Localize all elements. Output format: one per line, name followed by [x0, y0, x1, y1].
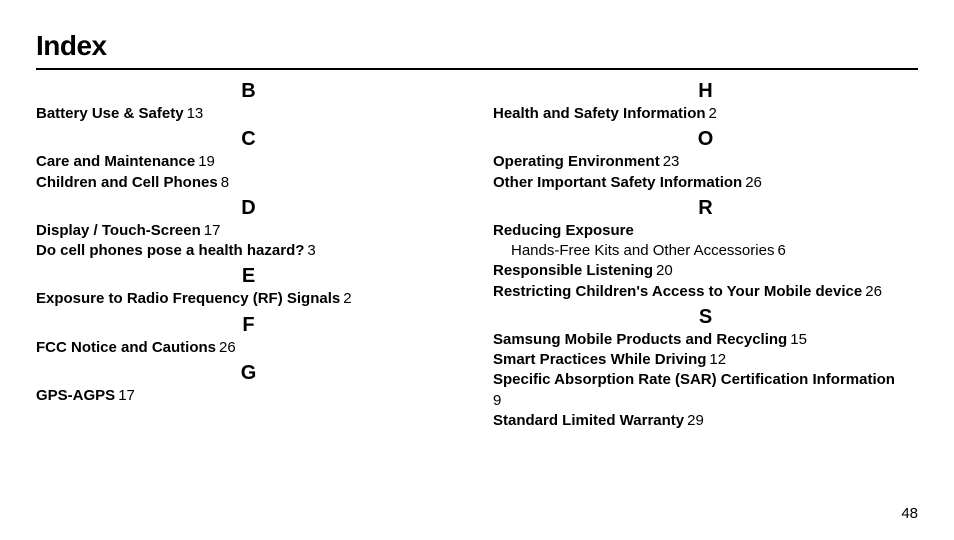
index-entry: Smart Practices While Driving12 — [493, 350, 918, 370]
entry-term: Health and Safety Information — [493, 105, 706, 122]
entry-page: 26 — [865, 283, 882, 300]
section-letter-o: O — [493, 126, 918, 152]
index-entry-head: Reducing Exposure — [493, 221, 918, 241]
index-entry: Exposure to Radio Frequency (RF) Signals… — [36, 289, 461, 309]
index-entry: Operating Environment23 — [493, 152, 918, 172]
index-entry: Display / Touch-Screen17 — [36, 221, 461, 241]
index-columns: B Battery Use & Safety13 C Care and Main… — [36, 76, 918, 431]
sub-entry-term: Hands-Free Kits and Other Accessories — [511, 242, 774, 259]
entry-term: Smart Practices While Driving — [493, 351, 706, 368]
right-column: H Health and Safety Information2 O Opera… — [493, 76, 918, 431]
entry-page: 8 — [221, 174, 229, 191]
index-entry: Children and Cell Phones8 — [36, 173, 461, 193]
section-letter-c: C — [36, 126, 461, 152]
entry-term: Children and Cell Phones — [36, 174, 218, 191]
index-entry: Battery Use & Safety13 — [36, 104, 461, 124]
index-entry: Responsible Listening20 — [493, 261, 918, 281]
index-entry: Samsung Mobile Products and Recycling15 — [493, 330, 918, 350]
entry-term: GPS-AGPS — [36, 387, 115, 404]
section-letter-g: G — [36, 360, 461, 386]
section-letter-r: R — [493, 195, 918, 221]
entry-term: Battery Use & Safety — [36, 105, 184, 122]
index-entry: Other Important Safety Information26 — [493, 173, 918, 193]
section-letter-b: B — [36, 78, 461, 104]
entry-page: 2 — [343, 290, 351, 307]
index-entry: Health and Safety Information2 — [493, 104, 918, 124]
entry-term: Operating Environment — [493, 153, 660, 170]
index-sub-entry: Hands-Free Kits and Other Accessories6 — [493, 241, 918, 261]
index-entry: Standard Limited Warranty29 — [493, 411, 918, 431]
entry-term: Standard Limited Warranty — [493, 412, 684, 429]
index-entry: GPS-AGPS17 — [36, 386, 461, 406]
entry-page: 12 — [709, 351, 726, 368]
entry-term: Care and Maintenance — [36, 153, 195, 170]
index-entry: FCC Notice and Cautions26 — [36, 338, 461, 358]
index-entry: Specific Absorption Rate (SAR) Certifica… — [493, 370, 918, 411]
index-entry: Care and Maintenance19 — [36, 152, 461, 172]
section-letter-s: S — [493, 304, 918, 330]
entry-term: Samsung Mobile Products and Recycling — [493, 331, 787, 348]
entry-term: Specific Absorption Rate (SAR) Certifica… — [493, 371, 895, 388]
entry-page: 29 — [687, 412, 704, 429]
section-letter-h: H — [493, 78, 918, 104]
page-number: 48 — [901, 505, 918, 522]
entry-page: 26 — [745, 174, 762, 191]
index-entry: Restricting Children's Access to Your Mo… — [493, 282, 918, 302]
entry-page: 19 — [198, 153, 215, 170]
entry-term: Do cell phones pose a health hazard? — [36, 242, 304, 259]
section-letter-f: F — [36, 312, 461, 338]
entry-page: 20 — [656, 262, 673, 279]
index-entry: Do cell phones pose a health hazard?3 — [36, 241, 461, 261]
entry-term: Exposure to Radio Frequency (RF) Signals — [36, 290, 340, 307]
entry-page: 2 — [709, 105, 717, 122]
entry-term: Other Important Safety Information — [493, 174, 742, 191]
left-column: B Battery Use & Safety13 C Care and Main… — [36, 76, 461, 431]
entry-page: 3 — [307, 242, 315, 259]
sub-entry-page: 6 — [777, 242, 785, 259]
entry-page: 17 — [118, 387, 135, 404]
entry-page: 15 — [790, 331, 807, 348]
entry-page: 17 — [204, 222, 221, 239]
section-letter-e: E — [36, 263, 461, 289]
entry-term: Restricting Children's Access to Your Mo… — [493, 283, 862, 300]
entry-page: 23 — [663, 153, 680, 170]
entry-term: Display / Touch-Screen — [36, 222, 201, 239]
entry-page: 26 — [219, 339, 236, 356]
section-letter-d: D — [36, 195, 461, 221]
entry-page: 9 — [493, 391, 918, 411]
entry-term: Responsible Listening — [493, 262, 653, 279]
entry-page: 13 — [187, 105, 204, 122]
page-title: Index — [36, 30, 918, 70]
entry-term: FCC Notice and Cautions — [36, 339, 216, 356]
